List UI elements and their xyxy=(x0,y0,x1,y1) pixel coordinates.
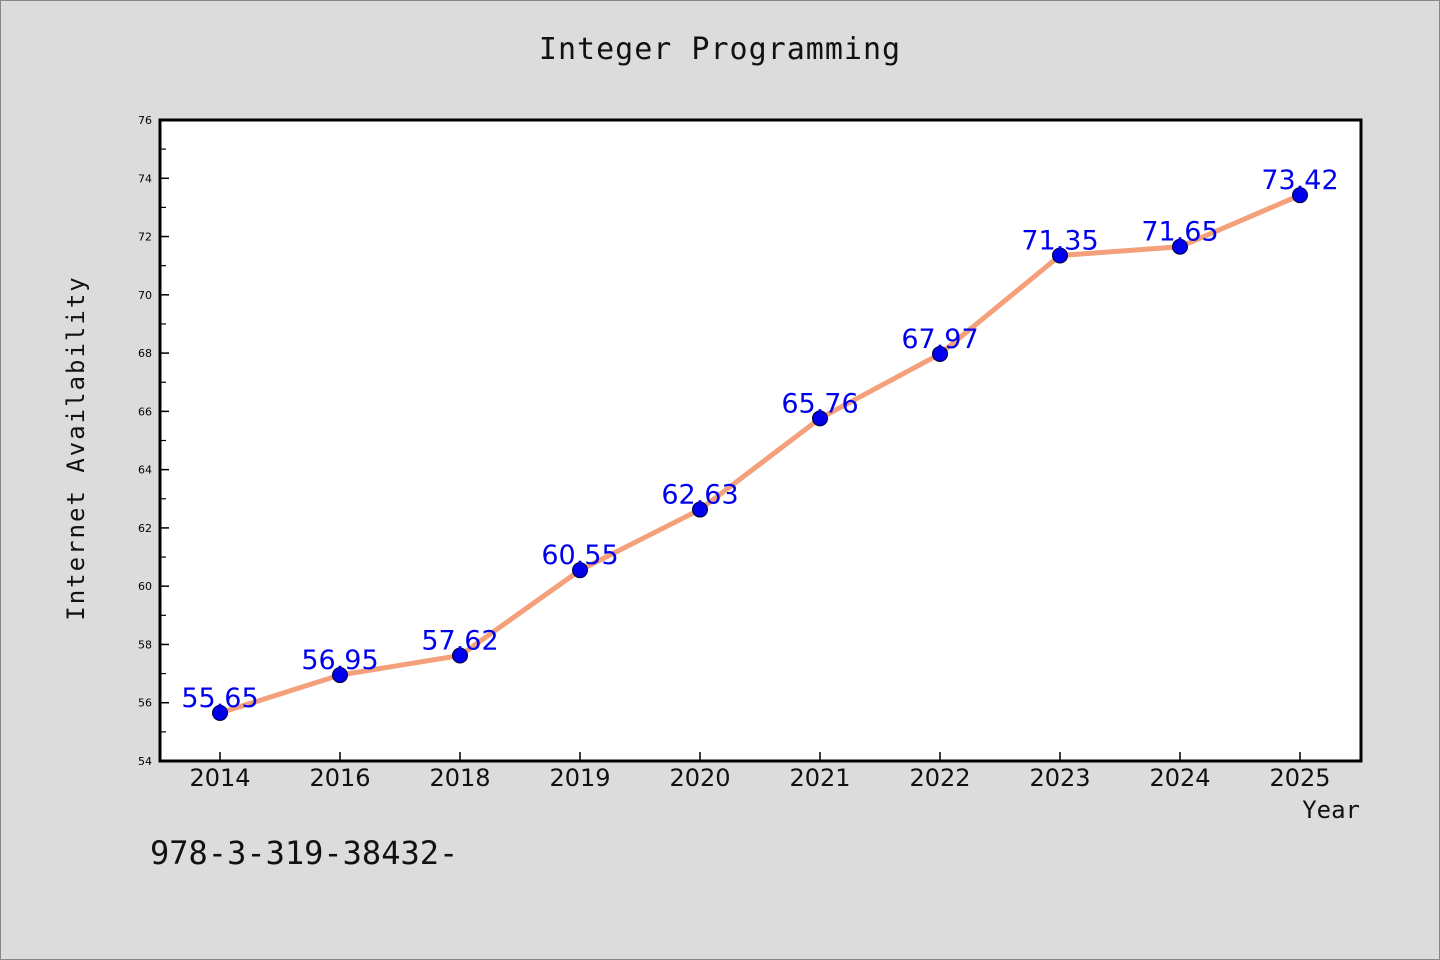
x-tick-label: 2018 xyxy=(429,764,490,792)
y-tick-label: 64 xyxy=(138,464,152,477)
data-label: 67.97 xyxy=(901,324,978,355)
x-tick-label: 2024 xyxy=(1149,764,1210,792)
data-point xyxy=(212,704,228,721)
footnote-isbn: 978-3-319-38432- xyxy=(150,834,459,872)
data-point xyxy=(572,562,588,579)
y-tick-label: 70 xyxy=(138,289,152,302)
x-tick-label: 2022 xyxy=(909,764,970,792)
data-point xyxy=(932,345,948,362)
y-tick-label: 56 xyxy=(138,697,152,710)
x-tick-label: 2025 xyxy=(1269,764,1330,792)
plot-area xyxy=(158,118,1363,763)
x-tick-label: 2020 xyxy=(669,764,730,792)
data-point xyxy=(1172,238,1188,255)
y-tick-label: 74 xyxy=(138,172,152,185)
x-tick-label: 2014 xyxy=(189,764,250,792)
data-label: 57.62 xyxy=(421,626,498,657)
data-label: 62.63 xyxy=(661,480,738,511)
y-tick-label: 58 xyxy=(138,638,152,651)
x-tick-label: 2023 xyxy=(1029,764,1090,792)
x-tick-label: 2019 xyxy=(549,764,610,792)
y-axis-label: Internet Availability xyxy=(62,275,90,621)
data-point xyxy=(332,667,348,684)
data-point xyxy=(692,501,708,518)
y-tick-label: 60 xyxy=(138,580,152,593)
x-axis-ticks: 2014 2016 2018 2019 2020 2021 2022 2023 2024 2025 xyxy=(189,752,1331,792)
y-axis-ticks: 54 56 58 60 62 64 66 68 70 72 74 76 xyxy=(138,114,169,768)
y-tick-label: 54 xyxy=(138,755,152,768)
series-line xyxy=(219,192,1301,716)
y-tick-label: 68 xyxy=(138,347,152,360)
y-tick-label: 72 xyxy=(138,231,152,244)
data-point xyxy=(812,410,828,427)
data-point xyxy=(452,647,468,664)
data-label: 73.42 xyxy=(1261,165,1338,196)
chart-title: Integer Programming xyxy=(538,32,902,67)
data-markers xyxy=(212,187,1308,721)
data-point xyxy=(1052,247,1068,264)
data-labels: 55.65 56.95 57.62 60.55 62.63 65.76 67.97 71.35… xyxy=(181,165,1338,714)
x-tick-label: 2021 xyxy=(789,764,850,792)
data-label: 65.76 xyxy=(781,388,858,419)
data-label: 56.95 xyxy=(301,645,378,676)
data-label: 71.35 xyxy=(1021,225,1098,256)
data-label: 71.65 xyxy=(1141,217,1218,248)
y-tick-label: 76 xyxy=(138,114,152,127)
data-label: 55.65 xyxy=(181,683,258,714)
y-tick-label: 66 xyxy=(138,405,152,418)
data-label: 60.55 xyxy=(541,540,618,571)
x-tick-label: 2016 xyxy=(309,764,370,792)
x-axis-label: Year xyxy=(1302,796,1360,824)
y-tick-label: 62 xyxy=(138,522,152,535)
data-point xyxy=(1292,187,1308,204)
